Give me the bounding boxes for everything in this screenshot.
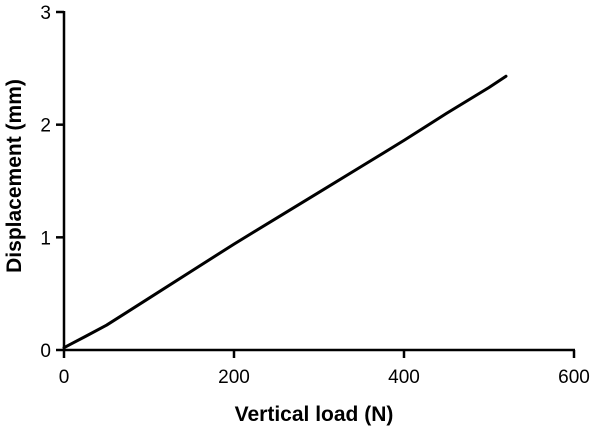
x-tick-label: 400 xyxy=(388,367,420,388)
series-line xyxy=(62,74,508,350)
axes xyxy=(62,11,575,352)
y-tick-label: 1 xyxy=(40,228,51,249)
x-tick-label: 600 xyxy=(558,367,590,388)
x-axis-ticks: 0 200 400 600 xyxy=(59,350,590,388)
y-axis-ticks: 0 1 2 3 xyxy=(40,3,64,362)
y-tick-label: 3 xyxy=(40,3,51,24)
y-tick-label: 0 xyxy=(40,341,51,362)
series-layer xyxy=(62,74,508,350)
y-tick-label: 2 xyxy=(40,116,51,137)
x-tick-label: 0 xyxy=(59,367,70,388)
x-tick-label: 200 xyxy=(218,367,250,388)
y-axis-title: Displacement (mm) xyxy=(3,79,26,273)
x-axis-title: Vertical load (N) xyxy=(235,403,394,426)
